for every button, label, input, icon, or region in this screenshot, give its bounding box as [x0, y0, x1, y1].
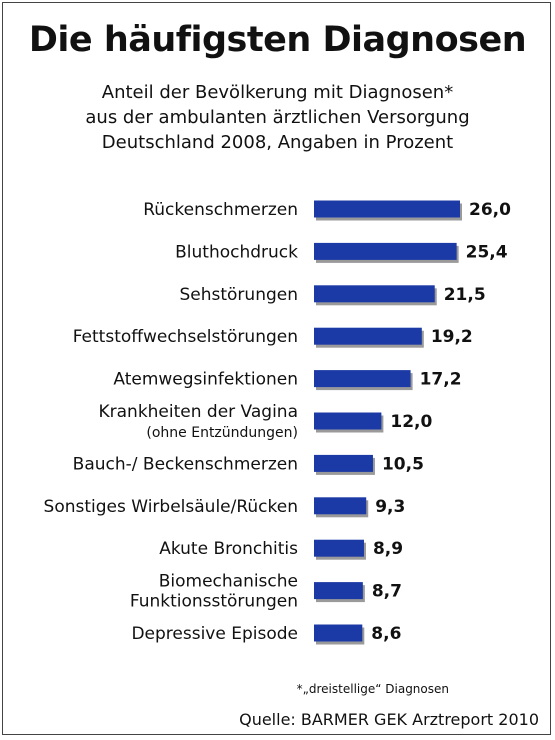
category-label: (ohne Entzündungen) [146, 425, 298, 441]
source-note: Quelle: BARMER GEK Arztreport 2010 [239, 710, 539, 729]
value-label: 10,5 [382, 454, 424, 474]
category-label: Krankheiten der Vagina [98, 402, 298, 422]
value-label: 17,2 [420, 370, 462, 390]
bar [314, 624, 363, 642]
bar [314, 412, 382, 430]
bar [314, 582, 363, 600]
bar [314, 200, 460, 218]
bar [314, 285, 435, 303]
subtitle-line-2: aus der ambulanten ärztlichen Versorgung [85, 107, 470, 128]
value-label: 19,2 [431, 327, 473, 347]
category-label: Atemwegsinfektionen [113, 370, 298, 390]
value-label: 8,9 [373, 539, 403, 559]
chart-frame [2, 2, 551, 735]
category-label: Fettstoffwechselstörungen [73, 327, 298, 347]
value-label: 8,6 [371, 624, 401, 644]
bar [314, 454, 373, 472]
footnote: *„dreistellige“ Diagnosen [296, 682, 449, 696]
chart-subtitle: Anteil der Bevölkerung mit Diagnosen* au… [0, 80, 555, 155]
bar [314, 497, 367, 515]
category-label: Rückenschmerzen [143, 200, 298, 220]
category-label: Depressive Episode [131, 624, 298, 644]
chart-title: Die häufigsten Diagnosen [28, 20, 527, 60]
subtitle-line-3: Deutschland 2008, Angaben in Prozent [101, 132, 454, 153]
bar [314, 242, 457, 260]
category-label: Biomechanische [159, 572, 298, 592]
bar [314, 370, 411, 388]
bar [314, 539, 364, 557]
subtitle-line-1: Anteil der Bevölkerung mit Diagnosen* [101, 82, 454, 103]
value-label: 26,0 [469, 200, 511, 220]
category-label: Sehstörungen [179, 285, 298, 305]
value-label: 12,0 [390, 412, 432, 432]
value-label: 25,4 [466, 242, 508, 262]
bar [314, 327, 422, 345]
value-label: 9,3 [375, 497, 405, 517]
value-label: 8,7 [372, 582, 402, 602]
category-label: Akute Bronchitis [159, 539, 298, 559]
category-label: Bauch-/ Beckenschmerzen [73, 454, 298, 474]
value-label: 21,5 [444, 285, 486, 305]
category-label: Funktionsstörungen [130, 592, 298, 612]
category-label: Bluthochdruck [175, 242, 298, 262]
category-label: Sonstiges Wirbelsäule/Rücken [44, 497, 298, 517]
